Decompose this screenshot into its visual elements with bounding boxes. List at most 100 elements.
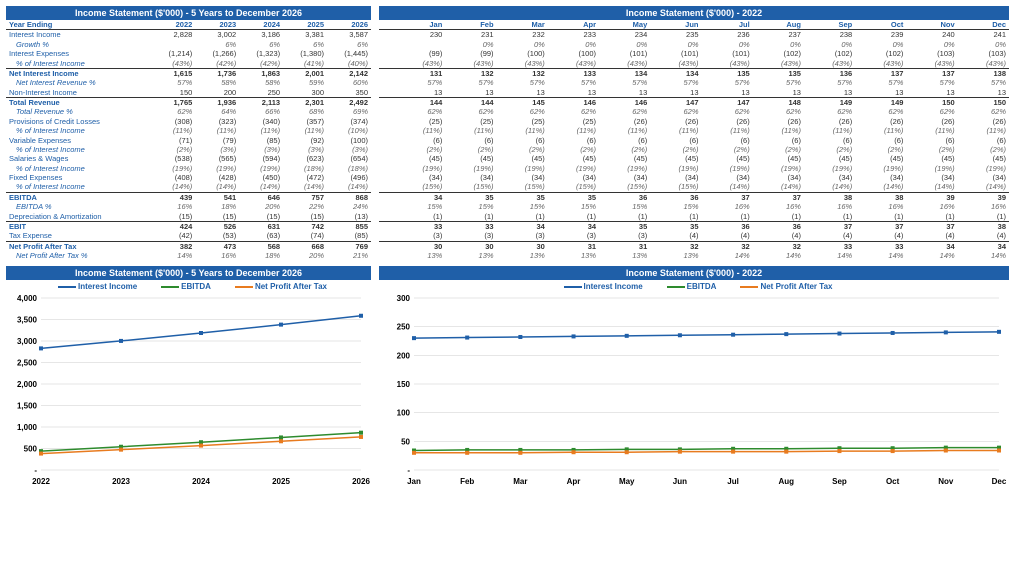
header-2022: Income Statement ($'000) - 2022	[379, 6, 1009, 20]
cell: 132	[497, 68, 548, 78]
cell: (15)	[283, 212, 327, 222]
row-label	[379, 241, 394, 251]
cell: 57%	[548, 78, 599, 87]
cell: (538)	[151, 154, 195, 163]
chart-panel-5year: Income Statement ($'000) - 5 Years to De…	[6, 266, 371, 503]
cell: (19%)	[906, 164, 957, 173]
svg-text:100: 100	[397, 409, 411, 418]
cell: (4)	[906, 231, 957, 241]
cell: 18%	[239, 251, 283, 260]
cell: 58%	[195, 78, 239, 87]
row-label: % of Interest Income	[6, 182, 151, 192]
cell: 57%	[702, 78, 753, 87]
cell: 35	[548, 192, 599, 202]
cell: (2%)	[855, 145, 906, 154]
cell: 62%	[394, 107, 445, 116]
row-label	[379, 251, 394, 260]
cell: (6)	[702, 136, 753, 145]
cell: 30	[394, 241, 445, 251]
chart-5year: -5001,0001,5002,0002,5003,0003,5004,0002…	[6, 293, 371, 488]
cell: (19%)	[394, 164, 445, 173]
cell: 13	[958, 88, 1009, 98]
table-row: Non-Interest Income150200250300350	[6, 88, 371, 98]
cell: (11%)	[497, 126, 548, 135]
cell: 144	[445, 98, 496, 108]
cell: (43%)	[702, 59, 753, 69]
col-month: May	[599, 20, 650, 30]
cell: (11%)	[548, 126, 599, 135]
cell: 34	[548, 221, 599, 231]
svg-text:Mar: Mar	[513, 477, 527, 486]
cell: (11%)	[650, 126, 701, 135]
cell: (4)	[855, 231, 906, 241]
cell: (3)	[497, 231, 548, 241]
cell: 16%	[855, 202, 906, 211]
svg-text:2022: 2022	[32, 477, 50, 486]
cell: 57%	[497, 78, 548, 87]
cell: (11%)	[283, 126, 327, 135]
cell: (45)	[599, 154, 650, 163]
cell: 2,142	[327, 68, 371, 78]
svg-text:2026: 2026	[352, 477, 370, 486]
cell: 62%	[599, 107, 650, 116]
row-label	[379, 68, 394, 78]
cell: (6)	[650, 136, 701, 145]
cell: 137	[855, 68, 906, 78]
cell: 34	[497, 221, 548, 231]
cell: (34)	[599, 173, 650, 182]
cell: (34)	[906, 173, 957, 182]
table-5year: Year Ending20222023202420252026 Interest…	[6, 20, 371, 260]
cell: (25)	[394, 117, 445, 126]
cell: 1,736	[195, 68, 239, 78]
cell: (19%)	[239, 164, 283, 173]
table-row: Net Interest Revenue %57%58%58%59%60%	[6, 78, 371, 87]
cell: (6)	[599, 136, 650, 145]
cell: (19%)	[151, 164, 195, 173]
cell: 13%	[497, 251, 548, 260]
cell: 236	[702, 30, 753, 40]
col-month: Sep	[804, 20, 855, 30]
cell: 21%	[327, 251, 371, 260]
cell: (1,266)	[195, 49, 239, 58]
svg-text:2023: 2023	[112, 477, 130, 486]
cell: 15%	[599, 202, 650, 211]
svg-text:2,000: 2,000	[17, 380, 38, 389]
cell: (25)	[497, 117, 548, 126]
legend-swatch	[740, 286, 758, 288]
cell: (45)	[445, 154, 496, 163]
cell: 149	[855, 98, 906, 108]
cell: 231	[445, 30, 496, 40]
cell: (6)	[753, 136, 804, 145]
cell: (45)	[548, 154, 599, 163]
legend-swatch	[58, 286, 76, 288]
cell: 18%	[195, 202, 239, 211]
cell: 59%	[283, 78, 327, 87]
cell: 200	[195, 88, 239, 98]
cell: (53)	[195, 231, 239, 241]
row-label	[379, 154, 394, 163]
cell: (11%)	[394, 126, 445, 135]
table-row: (25)(25)(25)(25)(26)(26)(26)(26)(26)(26)…	[379, 117, 1009, 126]
cell: (45)	[804, 154, 855, 163]
cell: (19%)	[195, 164, 239, 173]
cell: 646	[239, 192, 283, 202]
cell: (102)	[753, 49, 804, 58]
svg-text:Sep: Sep	[832, 477, 847, 486]
cell: 13	[497, 88, 548, 98]
col-month: Jan	[394, 20, 445, 30]
cell: (308)	[151, 117, 195, 126]
svg-text:May: May	[619, 477, 635, 486]
cell: 300	[283, 88, 327, 98]
cell: 131	[394, 68, 445, 78]
cell: (45)	[753, 154, 804, 163]
cell: 241	[958, 30, 1009, 40]
table-row: 303030313132323233333434	[379, 241, 1009, 251]
cell: (101)	[702, 49, 753, 58]
cell: (15)	[151, 212, 195, 222]
cell: 0%	[753, 40, 804, 49]
row-label: Interest Income	[6, 30, 151, 40]
cell: (3%)	[239, 145, 283, 154]
cell: (100)	[497, 49, 548, 58]
cell: 382	[151, 241, 195, 251]
cell: 31	[548, 241, 599, 251]
